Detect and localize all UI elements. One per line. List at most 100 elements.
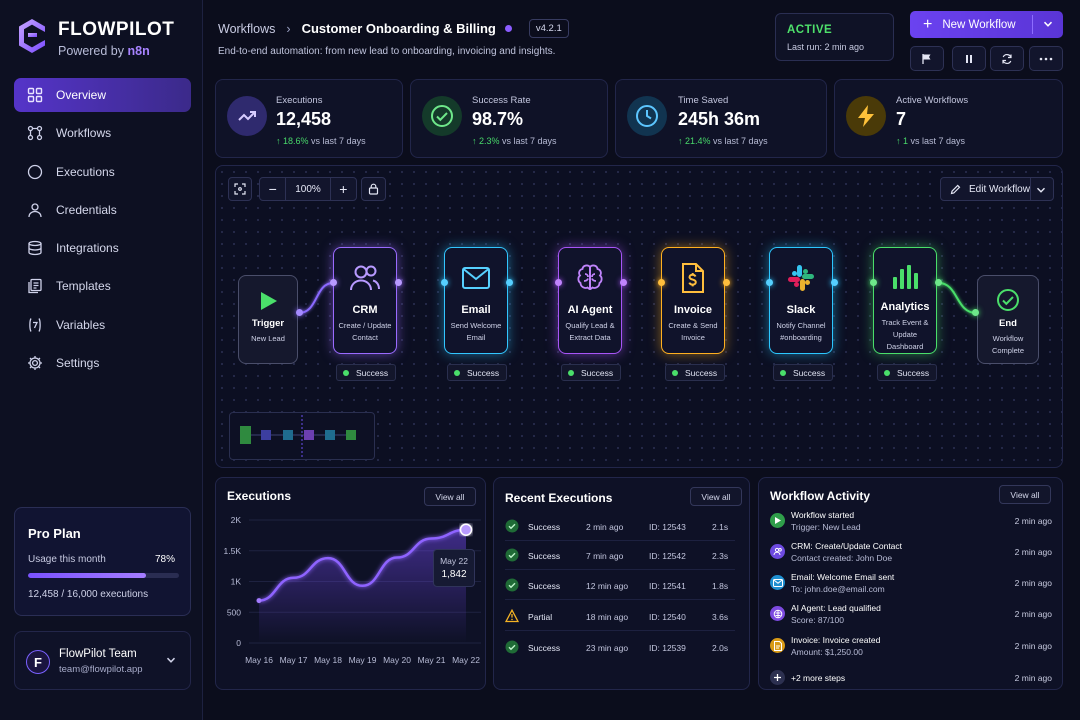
last-run: Last run: 2 min ago xyxy=(787,42,865,52)
activity-title: AI Agent: Lead qualified xyxy=(791,603,881,613)
pause-button[interactable] xyxy=(952,46,986,71)
stat-delta: ↑ 18.6% vs last 7 days xyxy=(276,136,366,146)
execution-row[interactable]: Success 7 min ago ID: 12542 2.3s xyxy=(505,543,735,570)
activity-item[interactable]: Invoice: Invoice created Amount: $1,250.0… xyxy=(770,635,1052,663)
output-port[interactable] xyxy=(506,279,513,286)
ai-agent-node[interactable]: AI Agent Qualify Lead & Extract Data xyxy=(558,247,622,354)
edit-workflow-button[interactable]: Edit Workflow xyxy=(940,177,1054,201)
zoom-level: 100% xyxy=(295,183,321,195)
node-title: Invoice xyxy=(674,304,712,316)
output-port[interactable] xyxy=(831,279,838,286)
activity-item[interactable]: CRM: Create/Update Contact Contact create… xyxy=(770,541,1052,569)
end-node[interactable]: End Workflow Complete xyxy=(977,275,1039,364)
crm-node[interactable]: CRM Create / Update Contact xyxy=(333,247,397,354)
executions-chart-panel: Executions View all 0 500 1K 1.5K 2K May 16 Ma… xyxy=(215,477,486,690)
node-subtitle: Create / Update Contact xyxy=(338,321,392,342)
output-port[interactable] xyxy=(296,309,303,316)
stat-label: Executions xyxy=(276,95,323,106)
sidebar-item-templates[interactable]: Templates xyxy=(14,269,191,303)
view-all-button[interactable]: View all xyxy=(690,487,742,506)
activity-item[interactable]: Workflow started Trigger: New Lead 2 min a… xyxy=(770,510,1052,538)
output-port[interactable] xyxy=(395,279,402,286)
stat-delta: ↑ 2.3% vs last 7 days xyxy=(472,136,557,146)
input-port[interactable] xyxy=(766,279,773,286)
powered-by: Powered by n8n xyxy=(58,44,150,58)
execution-duration: 2.3s xyxy=(712,551,729,561)
sidebar-item-variables[interactable]: Variables xyxy=(14,308,191,342)
zoom-in-button[interactable]: + xyxy=(339,181,348,197)
tooltip-date: May 22 xyxy=(440,556,468,566)
more-options-button[interactable] xyxy=(1029,46,1063,71)
breadcrumb-workflows[interactable]: Workflows xyxy=(218,21,276,36)
chart-tooltip: May 22 1,842 xyxy=(433,549,475,587)
tooltip-value: 1,842 xyxy=(441,569,467,580)
execution-time: 12 min ago xyxy=(586,581,629,591)
execution-time: 18 min ago xyxy=(586,612,629,622)
plan-title: Pro Plan xyxy=(28,526,81,541)
user-icon xyxy=(27,202,43,218)
status-active: ACTIVE xyxy=(787,24,833,36)
sidebar-item-executions[interactable]: Executions xyxy=(14,155,191,189)
y-tick-label: 1K xyxy=(231,577,242,587)
slack-node[interactable]: Slack Notify Channel #onboarding xyxy=(769,247,833,354)
execution-time: 7 min ago xyxy=(586,551,624,561)
workflow-canvas[interactable]: − 100% + Edit Workflow Trigger New Lead … xyxy=(215,165,1063,468)
sidebar-item-settings[interactable]: Settings xyxy=(14,346,191,380)
status-badge: Success xyxy=(561,364,622,381)
trigger-node[interactable]: Trigger New Lead xyxy=(238,275,298,364)
output-port[interactable] xyxy=(935,279,942,286)
gear-icon xyxy=(27,355,43,371)
flag-button[interactable] xyxy=(910,46,944,71)
zoom-out-button[interactable]: − xyxy=(268,181,277,197)
stat-value: 7 xyxy=(896,109,907,129)
activity-time: 2 min ago xyxy=(1014,547,1052,557)
new-workflow-label: New Workflow xyxy=(942,18,1016,31)
activity-time: 2 min ago xyxy=(1014,641,1052,651)
fit-view-button[interactable] xyxy=(228,177,252,201)
play-icon xyxy=(770,513,785,528)
output-port[interactable] xyxy=(723,279,730,286)
analytics-node[interactable]: Analytics Track Event & Update Dashboard xyxy=(873,247,937,354)
execution-row[interactable]: Success 12 min ago ID: 12541 1.8s xyxy=(505,573,735,600)
stat-delta: ↑ 1 vs last 7 days xyxy=(896,136,966,146)
activity-item[interactable]: AI Agent: Lead qualified Score: 87/100 2 m… xyxy=(770,603,1052,631)
view-all-button[interactable]: View all xyxy=(999,485,1051,504)
execution-id: ID: 12539 xyxy=(649,643,686,653)
sidebar-item-overview[interactable]: Overview xyxy=(14,78,191,112)
y-tick-label: 2K xyxy=(231,515,242,525)
y-tick-label: 0 xyxy=(236,638,241,648)
sidebar-item-workflows[interactable]: Workflows xyxy=(14,116,191,150)
stat-label: Active Workflows xyxy=(896,95,969,106)
activity-item[interactable]: +2 more steps 2 min ago xyxy=(770,667,1052,695)
chevron-down-icon[interactable] xyxy=(1036,185,1046,195)
email-node[interactable]: Email Send Welcome Email xyxy=(444,247,508,354)
view-all-button[interactable]: View all xyxy=(424,487,476,506)
execution-status: Success xyxy=(528,643,561,653)
input-port[interactable] xyxy=(555,279,562,286)
chevron-down-icon[interactable] xyxy=(1042,18,1054,30)
input-port[interactable] xyxy=(870,279,877,286)
pencil-icon xyxy=(950,184,961,194)
input-port[interactable] xyxy=(658,279,665,286)
fit-view-icon xyxy=(234,183,246,195)
invoice-node[interactable]: Invoice Create & Send Invoice xyxy=(661,247,725,354)
usage-label: Usage this month xyxy=(28,554,106,565)
input-port[interactable] xyxy=(441,279,448,286)
execution-row[interactable]: Partial 18 min ago ID: 12540 3.6s xyxy=(505,604,735,631)
minimap[interactable] xyxy=(229,412,375,460)
lock-button[interactable] xyxy=(361,177,386,201)
input-port[interactable] xyxy=(330,279,337,286)
execution-row[interactable]: Success 2 min ago ID: 12543 2.1s xyxy=(505,514,735,541)
sidebar-item-label: Workflows xyxy=(56,126,112,141)
new-workflow-button[interactable]: + New Workflow xyxy=(910,11,1063,38)
refresh-button[interactable] xyxy=(990,46,1024,71)
pause-icon xyxy=(966,54,972,63)
team-account-switcher[interactable]: F FlowPilot Team team@flowpilot.app xyxy=(14,631,191,690)
sidebar-item-integrations[interactable]: Integrations xyxy=(14,231,191,265)
workflow-description: End-to-end automation: from new lead to … xyxy=(218,46,556,57)
input-port[interactable] xyxy=(972,309,979,316)
activity-item[interactable]: Email: Welcome Email sent To: john.doe@em… xyxy=(770,572,1052,600)
sidebar-item-credentials[interactable]: Credentials xyxy=(14,193,191,227)
execution-row[interactable]: Success 23 min ago ID: 12539 2.0s xyxy=(505,635,735,662)
output-port[interactable] xyxy=(620,279,627,286)
